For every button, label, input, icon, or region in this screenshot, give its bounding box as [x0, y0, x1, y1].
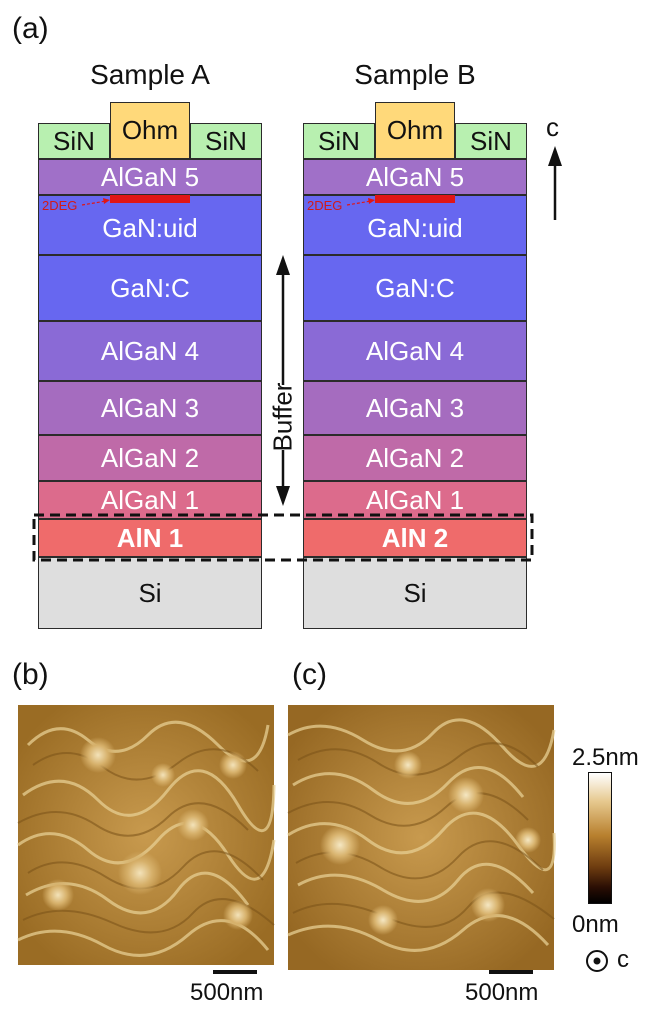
sample-b-layer-gan-c: GaN:C [303, 255, 527, 321]
scale-bar-b-line [213, 970, 257, 974]
colorbar-max-label: 2.5nm [572, 744, 639, 771]
sample-a-layer-algan5: AlGaN 5 [38, 159, 262, 195]
sample-a-layer-gan-c: GaN:C [38, 255, 262, 321]
scale-bar-c-label: 500nm [465, 979, 539, 1006]
sample-b-layer-si: Si [303, 557, 527, 629]
scale-bar-b-label: 500nm [190, 979, 264, 1006]
afm-image-c [287, 705, 556, 970]
colorbar [588, 772, 612, 904]
sample-a-gan-uid-label: GaN:uid [102, 213, 198, 243]
sample-a-layer-aln1: AlN 1 [38, 519, 262, 557]
panel-label-c: (c) [292, 658, 327, 691]
sample-b-layer-aln2: AlN 2 [303, 519, 527, 557]
sample-b-gan-uid-label: GaN:uid [367, 213, 463, 243]
sample-b-title: Sample B [354, 59, 476, 90]
sample-a-sin-left: SiN [38, 123, 110, 159]
sample-a-layer-si: Si [38, 557, 262, 629]
sample-b-layer-algan2: AlGaN 2 [303, 435, 527, 481]
sample-a-layer-algan1: AlGaN 1 [38, 481, 262, 519]
out-of-plane-c-label: c [617, 946, 629, 973]
sample-a-2deg-bar [110, 195, 190, 203]
sample-a-layer-algan4: AlGaN 4 [38, 321, 262, 381]
sample-b-layer-gan-uid: GaN:uid [303, 195, 527, 255]
c-axis-label: c [546, 112, 559, 142]
out-of-plane-c-icon [586, 950, 608, 972]
panel-label-b: (b) [12, 658, 49, 691]
sample-b-2deg-bar [375, 195, 455, 203]
sample-a-title: Sample A [90, 59, 210, 90]
sample-b-layer-algan3: AlGaN 3 [303, 381, 527, 435]
sample-b-layer-algan4: AlGaN 4 [303, 321, 527, 381]
panel-label-a: (a) [12, 12, 49, 45]
sample-b-sin-right: SiN [455, 123, 527, 159]
sample-a-layer-algan3: AlGaN 3 [38, 381, 262, 435]
sample-b-2deg-label: 2DEG [307, 198, 343, 213]
sample-a-ohmic-contact: Ohm [110, 102, 190, 159]
sample-b-layer-algan1: AlGaN 1 [303, 481, 527, 519]
sample-a-sin-right: SiN [190, 123, 262, 159]
sample-a-layer-gan-uid: GaN:uid [38, 195, 262, 255]
afm-image-b [17, 705, 276, 965]
sample-a-layer-algan2: AlGaN 2 [38, 435, 262, 481]
sample-b-ohmic-contact: Ohm [375, 102, 455, 159]
scale-bar-c-line [489, 970, 533, 974]
sample-b-sin-left: SiN [303, 123, 375, 159]
sample-b-layer-algan5: AlGaN 5 [303, 159, 527, 195]
sample-a-2deg-label: 2DEG [42, 198, 78, 213]
colorbar-min-label: 0nm [572, 911, 619, 938]
